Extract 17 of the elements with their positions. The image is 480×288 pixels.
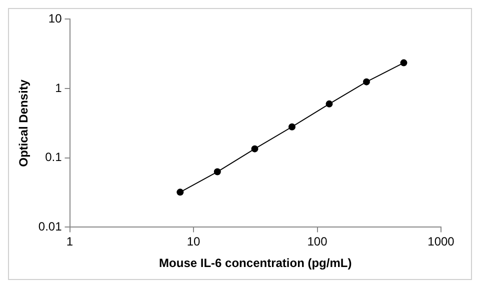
y-tick-label: 0.1	[45, 150, 62, 164]
point	[288, 123, 296, 130]
point	[176, 188, 184, 196]
y-tick-label: 0.01	[38, 220, 62, 234]
x-tick-label: 1000	[428, 234, 455, 249]
x-tick-label: 1	[66, 234, 74, 249]
y-tick-label: 10	[48, 12, 62, 26]
point	[326, 100, 333, 108]
point	[251, 145, 258, 152]
point	[362, 78, 370, 86]
x-axis-title: Mouse IL-6 concentration (pg/mL)	[159, 256, 352, 270]
y-tick-label: 1	[55, 80, 62, 95]
x-tick-label: 100	[307, 234, 328, 249]
x-tick-label: 10	[186, 234, 200, 249]
point	[400, 59, 408, 66]
y-axis-title: Optical Density	[16, 79, 31, 167]
point	[214, 168, 221, 176]
